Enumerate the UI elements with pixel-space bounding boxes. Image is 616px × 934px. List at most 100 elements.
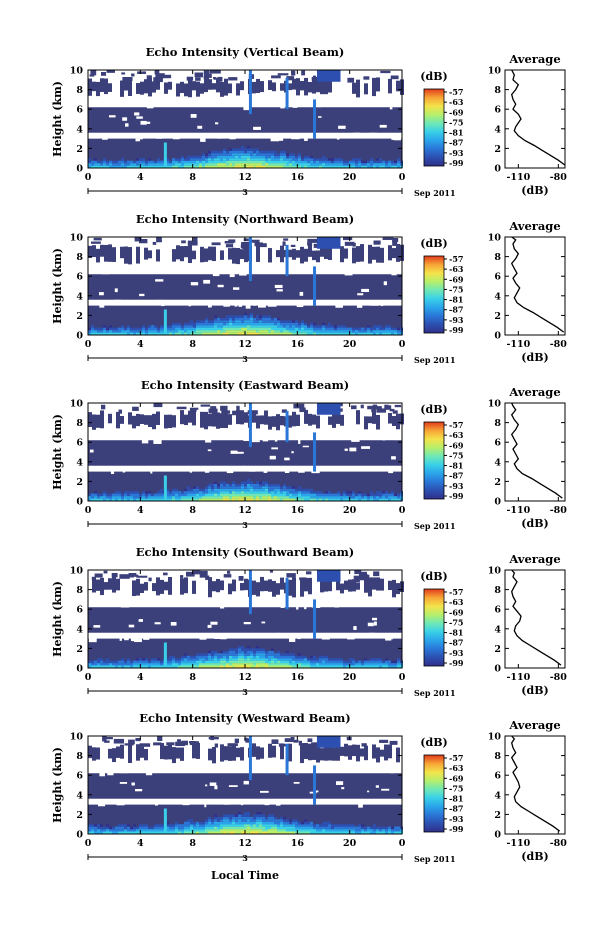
echo-cell-surface xyxy=(316,327,319,331)
echo-cell-surface xyxy=(208,498,211,501)
echo-cell-upper xyxy=(372,246,376,260)
echo-streak xyxy=(163,142,167,168)
echo-cell-surface xyxy=(136,665,139,668)
echo-cell-surface xyxy=(274,158,277,161)
echo-cell-surface xyxy=(340,160,343,164)
echo-cell-surface xyxy=(226,665,229,668)
echo-cell-upper xyxy=(212,83,216,90)
echo-cell-surface xyxy=(196,665,199,668)
echo-gap xyxy=(299,291,304,296)
echo-cell-surface xyxy=(220,829,223,832)
x-tick-label: 0 xyxy=(399,672,406,683)
echo-gap xyxy=(89,449,94,453)
colorbar-tick-label: -99 xyxy=(449,824,464,834)
y-tick-label: 10 xyxy=(70,566,84,577)
echo-cell-surface xyxy=(382,663,385,666)
echo-cell-surface xyxy=(247,330,250,333)
echo-gap xyxy=(220,768,226,771)
echo-cell-surface xyxy=(232,660,235,664)
echo-cell-surface xyxy=(130,831,133,834)
panel-title: Echo Intensity (Southward Beam) xyxy=(136,545,354,559)
echo-cell-surface xyxy=(340,496,343,499)
echo-cell-surface xyxy=(259,486,262,489)
echo-cell-surface xyxy=(382,165,385,168)
echo-gap xyxy=(395,599,398,601)
echo-cell-surface xyxy=(286,165,289,168)
echo-cell-surface xyxy=(220,155,223,159)
profile-y-tick-label: 0 xyxy=(494,830,501,841)
echo-cell-surface xyxy=(340,332,343,335)
echo-cell-surface xyxy=(292,653,295,656)
echo-gap xyxy=(146,105,154,109)
echo-cell-surface xyxy=(388,327,391,331)
echo-cell-surface xyxy=(253,821,256,825)
echo-cell-surface xyxy=(349,660,352,664)
x-tick-label: 16 xyxy=(291,339,305,350)
echo-cell-surface xyxy=(199,826,202,830)
echo-cell-surface xyxy=(229,317,232,321)
echo-cell-surface xyxy=(124,663,127,666)
echo-cell-surface xyxy=(217,325,220,328)
echo-cell-surface xyxy=(217,663,220,666)
echo-cell-surface xyxy=(274,498,277,501)
echo-cell-surface xyxy=(346,332,349,335)
echo-cell-surface xyxy=(328,663,331,666)
echo-cell-surface xyxy=(337,325,340,328)
echo-gap xyxy=(159,301,168,306)
echo-cell-surface xyxy=(121,658,124,661)
echo-cell-surface xyxy=(196,824,199,827)
echo-cell-surface xyxy=(277,158,280,161)
colorbar-unit: (dB) xyxy=(420,570,447,583)
echo-cell-surface xyxy=(322,658,325,661)
echo-cell-surface xyxy=(253,320,256,323)
echo-cell-surface xyxy=(211,826,214,830)
echo-gap xyxy=(125,123,129,127)
echo-cell-surface xyxy=(265,826,268,830)
echo-gap xyxy=(334,468,342,472)
echo-cell-upper xyxy=(136,83,140,94)
echo-cell-surface xyxy=(313,655,316,659)
echo-cell-surface xyxy=(199,165,202,168)
colorbar-tick-label: -93 xyxy=(449,648,464,658)
echo-cell-surface xyxy=(277,655,280,659)
echo-cell-surface xyxy=(271,155,274,159)
echo-cell-surface xyxy=(283,320,286,323)
echo-cell-upper xyxy=(340,746,344,756)
echo-gap xyxy=(230,101,239,106)
echo-cell-surface xyxy=(322,330,325,333)
echo-cell-surface xyxy=(382,327,385,331)
echo-cell-surface xyxy=(250,330,253,333)
echo-cell-surface xyxy=(190,158,193,161)
echo-cell-surface xyxy=(121,826,124,830)
echo-cell-upper xyxy=(264,580,268,592)
echo-cell-surface xyxy=(370,330,373,333)
echo-cell-surface xyxy=(313,158,316,161)
echo-cell-surface xyxy=(169,826,172,830)
echo-gap xyxy=(120,769,129,774)
echo-cell-surface xyxy=(112,496,115,499)
echo-cell-surface xyxy=(391,663,394,666)
echo-cell-surface xyxy=(262,320,265,323)
echo-cell-surface xyxy=(394,163,397,166)
echo-cell-surface xyxy=(172,165,175,168)
echo-cell-surface xyxy=(250,653,253,656)
echo-cell-surface xyxy=(112,163,115,166)
echo-cell-surface xyxy=(298,663,301,666)
echo-cell-surface xyxy=(385,663,388,666)
echo-cell-surface xyxy=(382,160,385,164)
echo-gap xyxy=(223,134,226,139)
echo-cell-top xyxy=(299,407,305,413)
echo-cell-surface xyxy=(283,658,286,661)
echo-cell-surface xyxy=(190,826,193,830)
echo-cell-surface xyxy=(271,653,274,656)
echo-cell-surface xyxy=(277,165,280,168)
echo-cell-upper xyxy=(116,578,120,591)
echo-cell-surface xyxy=(259,660,262,664)
echo-cell-surface xyxy=(322,660,325,664)
echo-cell-surface xyxy=(262,158,265,161)
echo-cell-surface xyxy=(352,160,355,164)
echo-cell-top xyxy=(153,742,162,746)
profile-x-label: (dB) xyxy=(521,850,548,863)
echo-cell-surface xyxy=(130,493,133,497)
